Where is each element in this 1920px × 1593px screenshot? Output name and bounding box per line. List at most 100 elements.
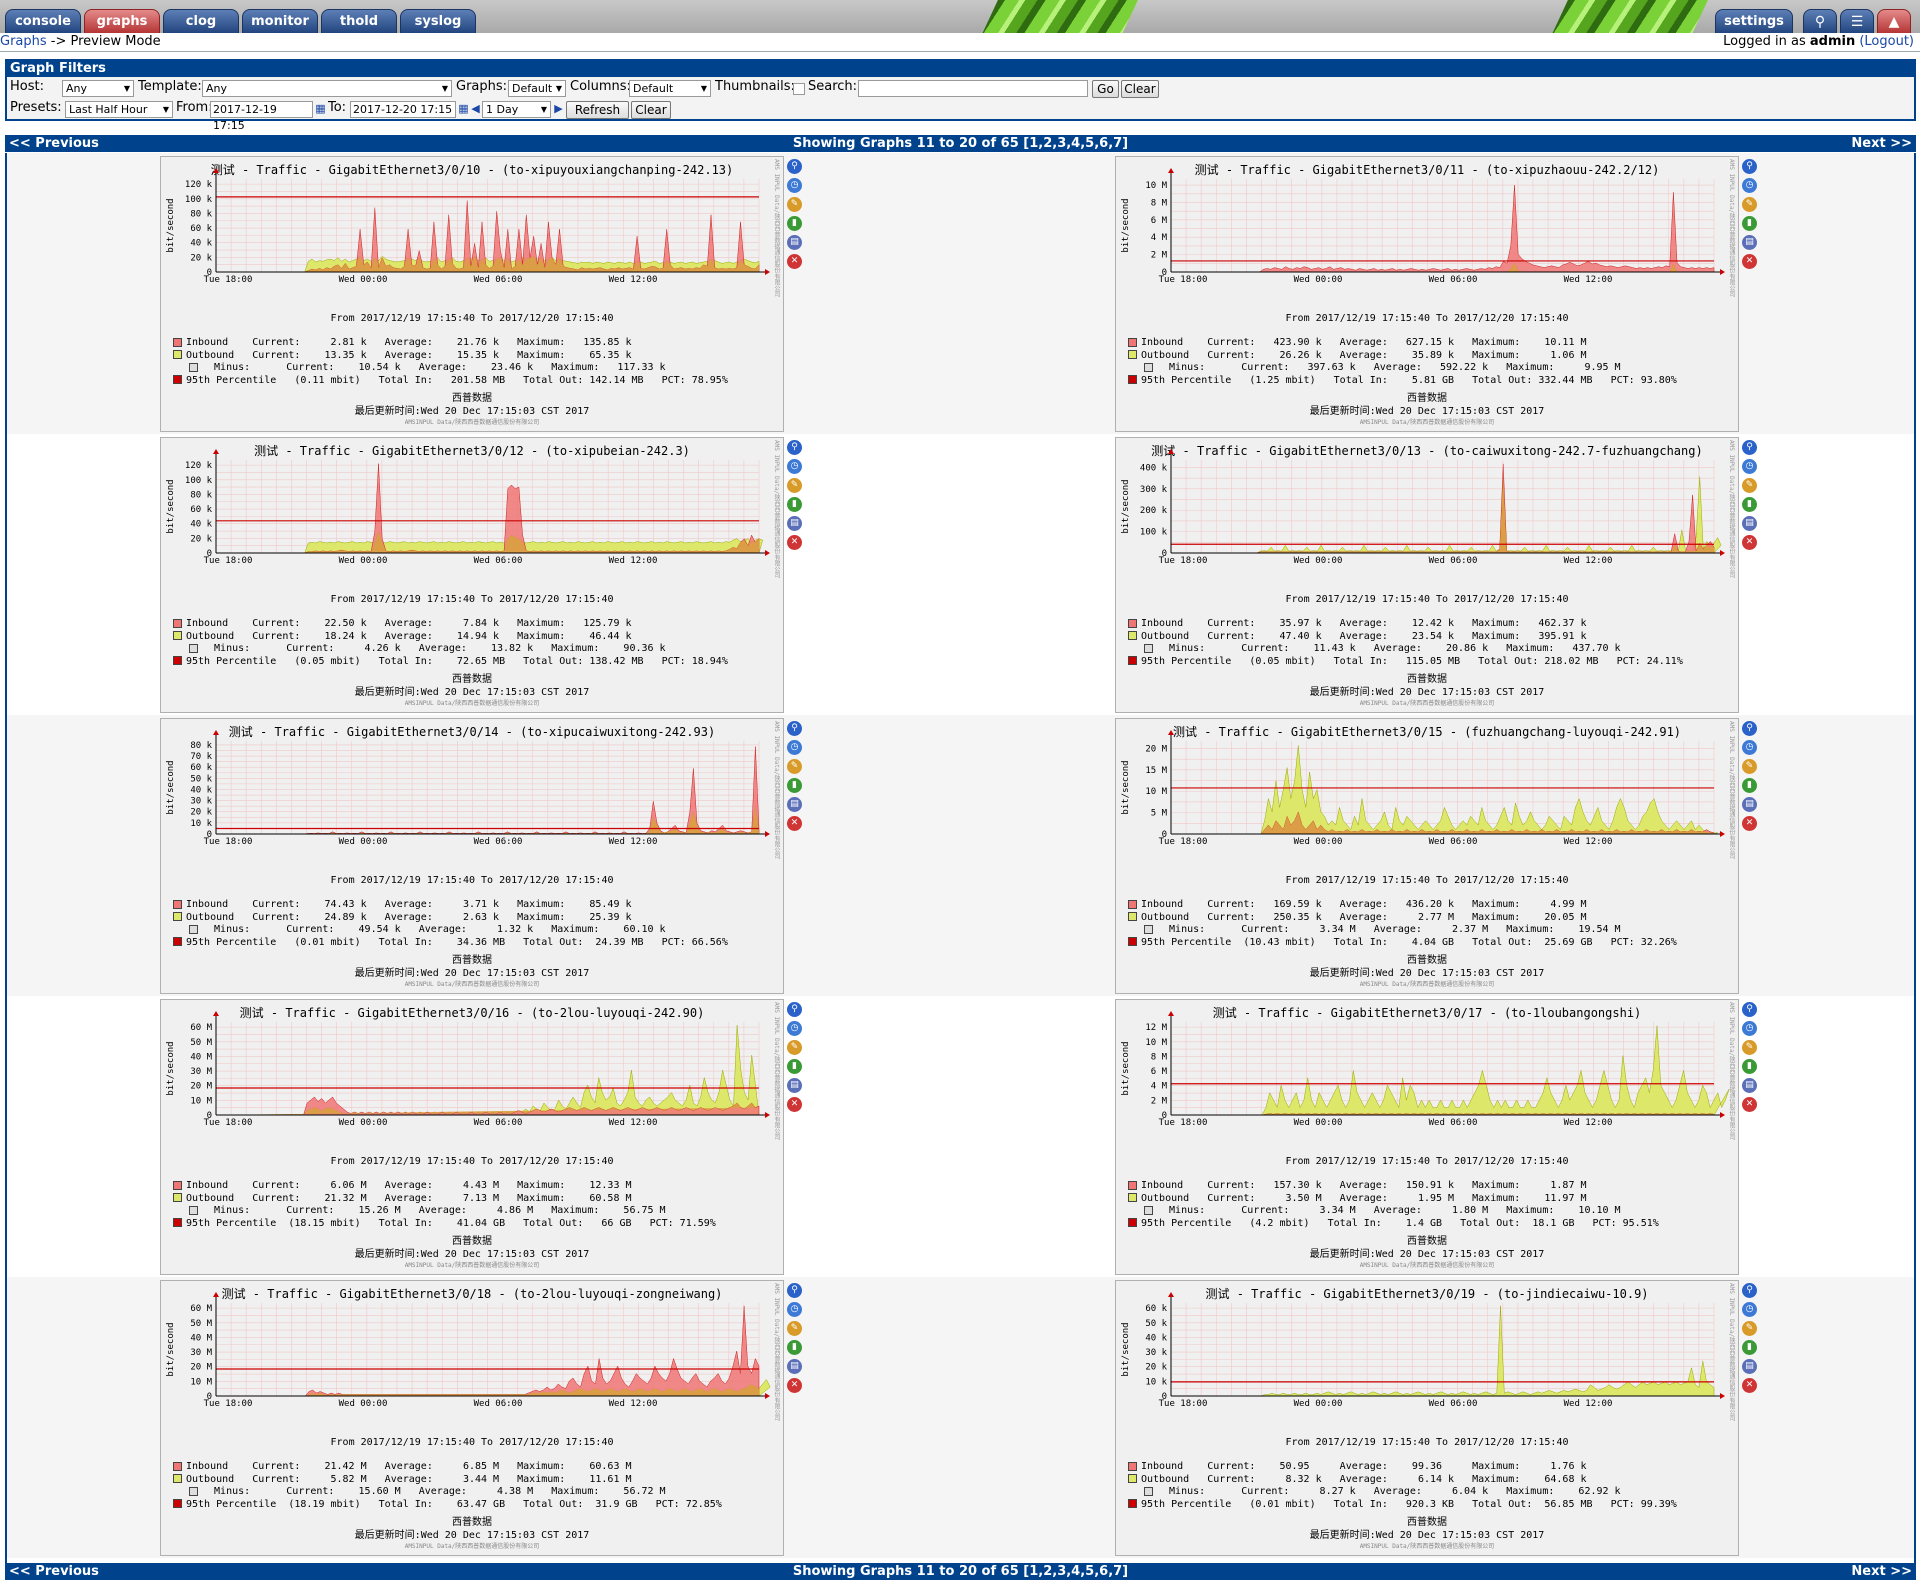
clear-filters-button[interactable]: Clear <box>1121 80 1159 98</box>
graph-data-icon[interactable]: ▮ <box>1742 778 1757 793</box>
edit-graph-icon[interactable]: ✎ <box>787 1321 802 1336</box>
graph-properties-icon[interactable]: ▤ <box>1742 1359 1757 1374</box>
tab-settings[interactable]: settings <box>1715 9 1793 33</box>
graph-data-icon[interactable]: ▮ <box>787 1059 802 1074</box>
thumbnails-checkbox[interactable] <box>793 83 805 95</box>
zoom-icon[interactable]: ⚲ <box>1742 440 1757 455</box>
tree-view-icon[interactable]: ⚲ <box>1803 9 1837 33</box>
edit-graph-icon[interactable]: ✎ <box>1742 1321 1757 1336</box>
graph-properties-icon[interactable]: ▤ <box>1742 235 1757 250</box>
template-select[interactable]: Any <box>202 80 452 97</box>
graph-image[interactable]: 测试 - Traffic - GigabitEthernet3/0/17 - (… <box>1115 999 1739 1275</box>
logout-link[interactable]: (Logout) <box>1859 34 1914 49</box>
graph-data-icon[interactable]: ▮ <box>1742 216 1757 231</box>
zoom-icon[interactable]: ⚲ <box>787 721 802 736</box>
graph-properties-icon[interactable]: ▤ <box>787 797 802 812</box>
graph-properties-icon[interactable]: ▤ <box>787 1078 802 1093</box>
time-graph-icon[interactable]: ◷ <box>787 740 802 755</box>
graph-image[interactable]: 测试 - Traffic - GigabitEthernet3/0/11 - (… <box>1115 156 1739 432</box>
tab-syslog[interactable]: syslog <box>400 9 476 33</box>
tab-console[interactable]: console <box>5 9 81 33</box>
presets-select[interactable]: Last Half Hour <box>65 101 173 118</box>
graph-properties-icon[interactable]: ▤ <box>787 1359 802 1374</box>
time-graph-icon[interactable]: ◷ <box>1742 178 1757 193</box>
graph-properties-icon[interactable]: ▤ <box>1742 516 1757 531</box>
page-range-text[interactable]: Showing Graphs 11 to 20 of 65 [1,2,3,4,5… <box>792 1564 1129 1579</box>
clear-time-button[interactable]: Clear <box>631 101 671 119</box>
graph-image[interactable]: 测试 - Traffic - GigabitEthernet3/0/19 - (… <box>1115 1280 1739 1556</box>
time-graph-icon[interactable]: ◷ <box>1742 1302 1757 1317</box>
tab-clog[interactable]: clog <box>163 9 239 33</box>
zoom-icon[interactable]: ⚲ <box>1742 721 1757 736</box>
graph-data-icon[interactable]: ▮ <box>1742 1059 1757 1074</box>
page-range-text[interactable]: Showing Graphs 11 to 20 of 65 [1,2,3,4,5… <box>792 136 1129 151</box>
shift-left-icon[interactable]: ◀ <box>471 102 480 115</box>
shift-right-icon[interactable]: ▶ <box>554 102 563 115</box>
graph-image[interactable]: 测试 - Traffic - GigabitEthernet3/0/10 - (… <box>160 156 784 432</box>
delete-graph-icon[interactable]: ✕ <box>1742 535 1757 550</box>
graph-properties-icon[interactable]: ▤ <box>787 516 802 531</box>
edit-graph-icon[interactable]: ✎ <box>787 478 802 493</box>
zoom-icon[interactable]: ⚲ <box>787 1283 802 1298</box>
zoom-icon[interactable]: ⚲ <box>1742 1002 1757 1017</box>
timespan-select[interactable]: 1 Day <box>482 101 551 118</box>
delete-graph-icon[interactable]: ✕ <box>787 535 802 550</box>
preview-view-icon[interactable]: ▲ <box>1877 9 1911 33</box>
from-date-input[interactable]: 2017-12-19 17:15 <box>210 101 313 132</box>
refresh-button[interactable]: Refresh <box>566 101 629 119</box>
graph-image[interactable]: 测试 - Traffic - GigabitEthernet3/0/18 - (… <box>160 1280 784 1556</box>
calendar-icon[interactable]: ▦ <box>458 102 469 115</box>
zoom-icon[interactable]: ⚲ <box>1742 159 1757 174</box>
graph-image[interactable]: 测试 - Traffic - GigabitEthernet3/0/14 - (… <box>160 718 784 994</box>
time-graph-icon[interactable]: ◷ <box>1742 1021 1757 1036</box>
graph-image[interactable]: 测试 - Traffic - GigabitEthernet3/0/13 - (… <box>1115 437 1739 713</box>
graph-properties-icon[interactable]: ▤ <box>1742 797 1757 812</box>
edit-graph-icon[interactable]: ✎ <box>787 759 802 774</box>
time-graph-icon[interactable]: ◷ <box>1742 740 1757 755</box>
graph-image[interactable]: 测试 - Traffic - GigabitEthernet3/0/15 - (… <box>1115 718 1739 994</box>
host-select[interactable]: Any <box>62 80 134 97</box>
search-input[interactable] <box>858 80 1088 97</box>
tab-monitor[interactable]: monitor <box>242 9 318 33</box>
next-page-link[interactable]: Next >> <box>1851 1564 1912 1579</box>
graph-data-icon[interactable]: ▮ <box>1742 497 1757 512</box>
previous-page-link[interactable]: << Previous <box>9 136 99 151</box>
graph-data-icon[interactable]: ▮ <box>787 778 802 793</box>
time-graph-icon[interactable]: ◷ <box>787 178 802 193</box>
next-page-link[interactable]: Next >> <box>1851 136 1912 151</box>
delete-graph-icon[interactable]: ✕ <box>1742 254 1757 269</box>
edit-graph-icon[interactable]: ✎ <box>787 1040 802 1055</box>
delete-graph-icon[interactable]: ✕ <box>1742 816 1757 831</box>
graph-data-icon[interactable]: ▮ <box>787 216 802 231</box>
graph-data-icon[interactable]: ▮ <box>1742 1340 1757 1355</box>
graph-data-icon[interactable]: ▮ <box>787 1340 802 1355</box>
breadcrumb-graphs-link[interactable]: Graphs <box>0 34 47 49</box>
edit-graph-icon[interactable]: ✎ <box>787 197 802 212</box>
graph-properties-icon[interactable]: ▤ <box>1742 1078 1757 1093</box>
delete-graph-icon[interactable]: ✕ <box>787 816 802 831</box>
graph-image[interactable]: 测试 - Traffic - GigabitEthernet3/0/12 - (… <box>160 437 784 713</box>
edit-graph-icon[interactable]: ✎ <box>1742 478 1757 493</box>
graph-image[interactable]: 测试 - Traffic - GigabitEthernet3/0/16 - (… <box>160 999 784 1275</box>
edit-graph-icon[interactable]: ✎ <box>1742 759 1757 774</box>
list-view-icon[interactable]: ☰ <box>1840 9 1874 33</box>
time-graph-icon[interactable]: ◷ <box>1742 459 1757 474</box>
to-date-input[interactable]: 2017-12-20 17:15 <box>350 101 456 118</box>
zoom-icon[interactable]: ⚲ <box>787 440 802 455</box>
go-button[interactable]: Go <box>1092 80 1119 98</box>
previous-page-link[interactable]: << Previous <box>9 1564 99 1579</box>
zoom-icon[interactable]: ⚲ <box>787 1002 802 1017</box>
delete-graph-icon[interactable]: ✕ <box>787 1097 802 1112</box>
delete-graph-icon[interactable]: ✕ <box>787 1378 802 1393</box>
calendar-icon[interactable]: ▦ <box>315 102 326 115</box>
time-graph-icon[interactable]: ◷ <box>787 1021 802 1036</box>
edit-graph-icon[interactable]: ✎ <box>1742 197 1757 212</box>
delete-graph-icon[interactable]: ✕ <box>787 254 802 269</box>
time-graph-icon[interactable]: ◷ <box>787 459 802 474</box>
zoom-icon[interactable]: ⚲ <box>1742 1283 1757 1298</box>
delete-graph-icon[interactable]: ✕ <box>1742 1097 1757 1112</box>
columns-select[interactable]: Default <box>629 80 711 97</box>
tab-thold[interactable]: thold <box>321 9 397 33</box>
graphs-count-select[interactable]: Default <box>508 80 566 97</box>
graph-data-icon[interactable]: ▮ <box>787 497 802 512</box>
